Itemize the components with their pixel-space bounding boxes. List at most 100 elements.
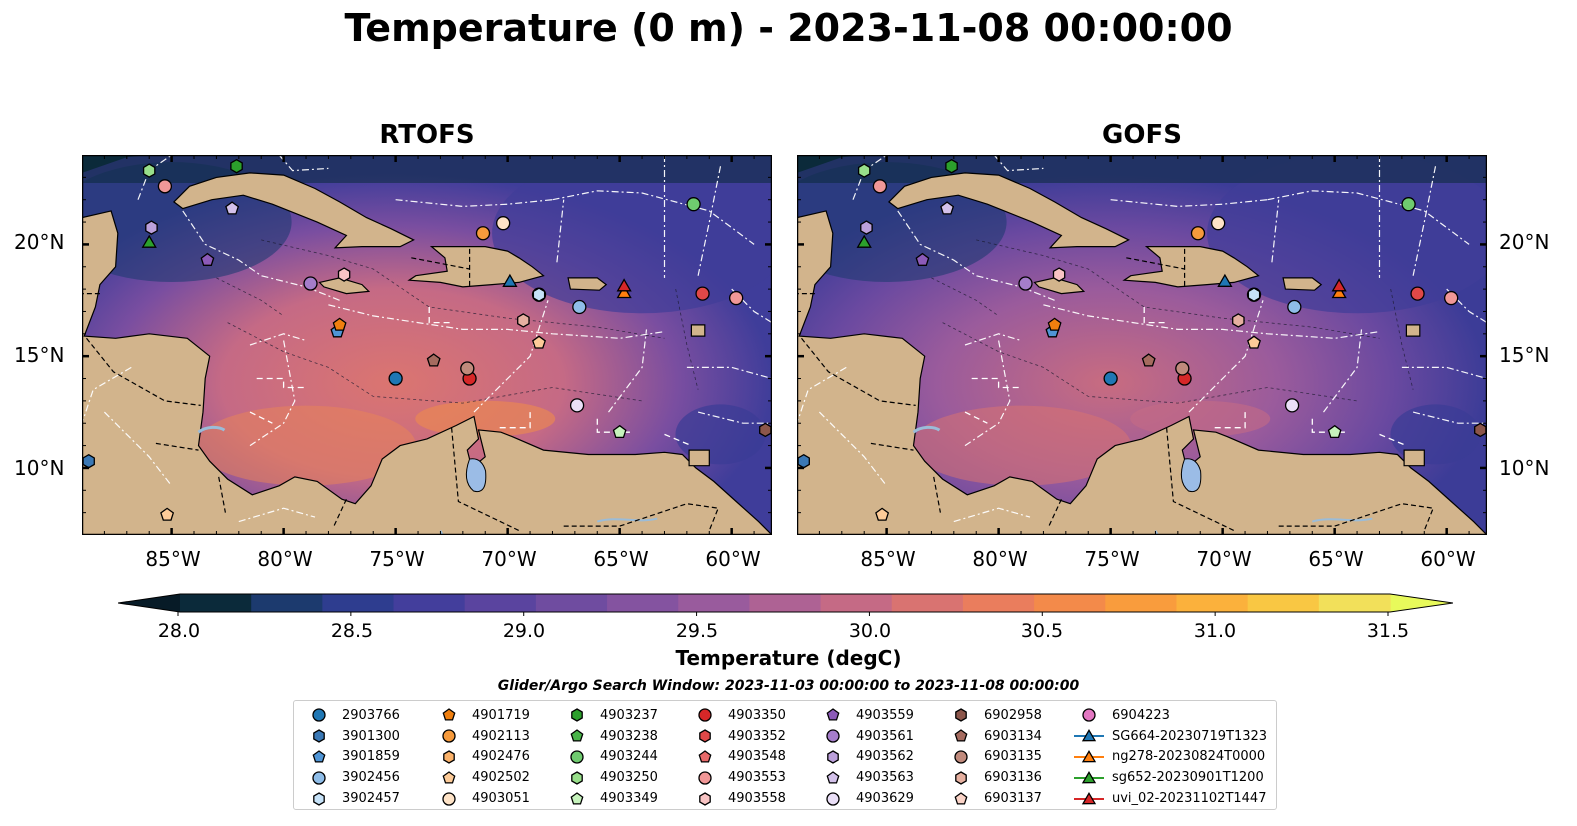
map-marker [759, 422, 772, 438]
map-marker [332, 317, 347, 331]
cbar-tick-29-0: 29.0 [502, 620, 546, 642]
legend-marker-icon [312, 771, 326, 785]
legend-marker-icon [699, 791, 711, 806]
legend-label: 6904223 [1112, 707, 1170, 723]
map-marker [1052, 267, 1066, 282]
map-marker [160, 507, 175, 521]
map-marker [517, 313, 530, 328]
legend-label: 4903237 [600, 707, 658, 723]
legend-item: 4903237 [562, 705, 658, 726]
map-marker [1190, 226, 1206, 241]
legend-marker [698, 708, 712, 723]
legend-label: SG664-20230719T1323 [1112, 728, 1268, 744]
legend-item: 4903563 [818, 767, 914, 788]
legend-marker [1082, 708, 1096, 723]
left-ytick-10n: 10°N [14, 456, 65, 480]
legend-marker [699, 791, 711, 806]
legend-marker [442, 791, 456, 806]
map-marker [532, 335, 546, 349]
legend-label: 2903766 [342, 707, 400, 723]
right-ytick-15n: 15°N [1499, 343, 1550, 367]
legend-marker [1081, 770, 1097, 784]
legend-item: 4902502 [434, 767, 530, 788]
legend-item: 4902113 [434, 726, 530, 747]
map-marker [1401, 197, 1416, 212]
map-marker [337, 267, 351, 282]
legend-label: 6903135 [984, 749, 1042, 765]
map-marker [1474, 422, 1487, 438]
legend-item: 6904223 [1074, 705, 1267, 726]
legend-label: ng278-20230824T0000 [1112, 749, 1266, 765]
map-marker [532, 287, 546, 302]
legend-item: 4903250 [562, 767, 658, 788]
map-marker [1217, 273, 1233, 287]
left-xtick-65w: 65°W [593, 547, 649, 571]
legend-marker-icon [443, 750, 455, 764]
legend-item: 4902476 [434, 747, 530, 768]
legend-marker [312, 708, 326, 723]
right-xtick-60w: 60°W [1420, 547, 1476, 571]
map-marker [426, 353, 441, 367]
right-xtick-75w: 75°W [1084, 547, 1140, 571]
map-marker [686, 197, 701, 212]
legend-marker [699, 729, 711, 743]
legend-item: 4903051 [434, 788, 530, 809]
map-marker [141, 234, 157, 248]
legend-marker [827, 750, 839, 764]
legend-label: 4903238 [600, 728, 658, 744]
legend-marker-icon [955, 771, 967, 785]
left-xtick-80w: 80°W [257, 547, 313, 571]
right-xtick-70w: 70°W [1196, 547, 1252, 571]
legend-marker-icon [570, 791, 584, 805]
legend-item: 6903136 [946, 767, 1042, 788]
legend-column: 4903350 4903352 4903548 4903553 4903558 [690, 705, 786, 809]
legend-marker [570, 729, 584, 742]
legend-item: 3902456 [304, 767, 400, 788]
legend-item: 4903553 [690, 767, 786, 788]
legend-marker [826, 770, 840, 784]
legend-item: 4903558 [690, 788, 786, 809]
legend-label: 6903134 [984, 728, 1042, 744]
legend-label: 3902457 [342, 791, 400, 807]
legend-marker-icon [442, 791, 456, 806]
legend-marker-icon [698, 771, 712, 785]
map-marker [797, 453, 810, 469]
map-marker [1331, 278, 1347, 292]
legend-marker [442, 770, 456, 784]
colorbar-label: Temperature (degC) [675, 646, 902, 670]
legend-marker-icon [954, 791, 968, 805]
legend-marker-icon [826, 729, 840, 743]
search-window-text: Glider/Argo Search Window: 2023-11-03 00… [497, 678, 1080, 694]
legend-marker [570, 750, 584, 764]
legend-item: 6903137 [946, 788, 1042, 809]
legend-marker [1081, 729, 1097, 742]
legend-column: 6904223 SG664-20230719T1323 ng278-20230824… [1074, 705, 1267, 809]
cbar-tick-31-0: 31.0 [1193, 620, 1237, 642]
legend-marker-icon [313, 729, 325, 743]
legend-label: 4903559 [856, 707, 914, 723]
legend-marker [442, 708, 456, 721]
legend-marker-icon [699, 729, 711, 743]
cbar-tick-30-0: 30.0 [848, 620, 892, 642]
legend-label: 4903562 [856, 749, 914, 765]
legend-label: 4903244 [600, 749, 658, 765]
legend-marker [955, 708, 967, 723]
map-marker [616, 278, 632, 292]
legend-marker [826, 708, 840, 721]
map-marker [1211, 216, 1226, 231]
legend-marker-icon [698, 708, 712, 723]
right-xtick-85w: 85°W [860, 547, 916, 571]
map-marker [388, 371, 403, 386]
legend-marker-icon [571, 771, 583, 785]
legend-marker [698, 750, 712, 763]
left-xtick-75w: 75°W [369, 547, 425, 571]
legend-marker [826, 729, 840, 743]
legend-marker [571, 771, 583, 785]
right-xtick-65w: 65°W [1308, 547, 1364, 571]
legend-marker [954, 729, 968, 742]
map-marker [230, 158, 243, 174]
legend-marker [312, 750, 326, 763]
legend-marker-icon [698, 750, 712, 763]
legend-label: 4903558 [728, 791, 786, 807]
legend-item: 4903352 [690, 726, 786, 747]
